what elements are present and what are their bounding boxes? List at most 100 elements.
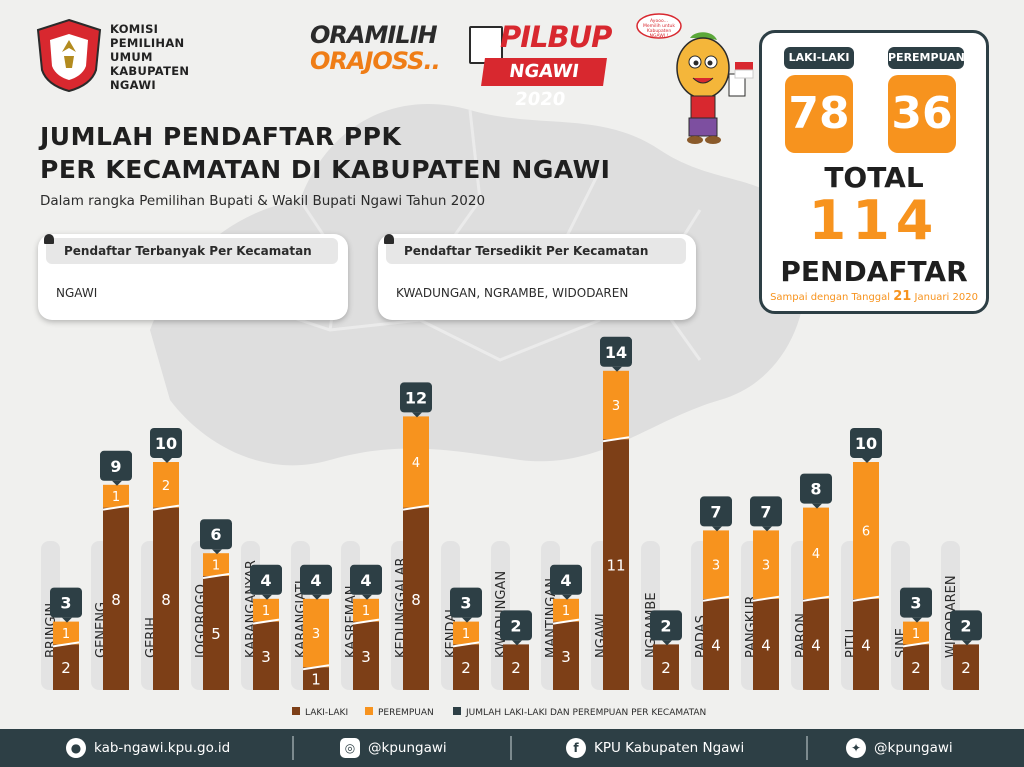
male-value-label: 2 — [661, 659, 671, 677]
footer-website[interactable]: ● kab-ngawi.kpu.go.id — [66, 729, 230, 767]
female-value-label: 3 — [612, 399, 620, 414]
male-value-label: 8 — [111, 591, 121, 609]
twitter-text: @kpungawi — [874, 740, 953, 756]
bell-icon — [384, 234, 394, 244]
male-value-label: 2 — [961, 659, 971, 677]
female-bar-segment — [603, 370, 629, 440]
footer-divider — [292, 736, 294, 760]
title-line2: PER KECAMATAN DI KABUPATEN NGAWI — [40, 155, 611, 184]
female-label: PEREMPUAN — [888, 47, 965, 69]
male-value-label: 2 — [911, 659, 921, 677]
total-badge — [50, 587, 82, 618]
total-value-label: 2 — [660, 616, 671, 635]
total-badge-pointer — [912, 617, 922, 623]
male-bar-segment — [753, 598, 779, 690]
total-badge-pointer — [112, 480, 122, 486]
male-count: 78 — [785, 75, 853, 153]
total-value-label: 7 — [710, 502, 721, 521]
segment-divider — [202, 573, 230, 579]
male-bar-segment — [253, 621, 279, 690]
chart-legend: LAKI-LAKI PEREMPUAN JUMLAH LAKI-LAKI DAN P… — [292, 707, 706, 718]
total-badge — [700, 496, 732, 527]
kpu-line: PEMILIHAN — [110, 36, 185, 50]
segment-divider — [402, 504, 430, 511]
total-badge-pointer — [162, 458, 172, 463]
total-badge-pointer — [612, 366, 622, 372]
female-value-label: 3 — [712, 559, 720, 574]
most-registrants-header: Pendaftar Terbanyak Per Kecamatan — [44, 234, 338, 264]
kpu-name: KOMISI PEMILIHAN UMUM KABUPATEN NGAWI — [110, 22, 189, 92]
total-badge — [200, 519, 232, 550]
female-value-label: 1 — [912, 627, 920, 642]
male-bar-segment — [203, 576, 229, 690]
least-registrants-value: KWADUNGAN, NGRAMBE, WIDODAREN — [396, 286, 629, 300]
male-bar-segment — [153, 507, 179, 690]
male-bar-segment — [403, 507, 429, 690]
segment-divider — [102, 504, 130, 511]
total-badge — [750, 496, 782, 527]
total-badge — [950, 610, 982, 641]
male-value-label: 4 — [761, 636, 771, 654]
female-bar-segment — [153, 462, 179, 508]
female-value-label: 3 — [762, 559, 770, 574]
total-value-label: 10 — [155, 434, 177, 453]
title-line1: JUMLAH PENDAFTAR PPK — [40, 122, 402, 151]
most-registrants-value: NGAWI — [56, 286, 98, 300]
total-badge — [850, 428, 882, 458]
total-value-label: 4 — [310, 571, 321, 590]
total-badge-pointer — [662, 640, 672, 646]
page-title: JUMLAH PENDAFTAR PPK PER KECAMATAN DI KA… — [40, 120, 610, 186]
least-registrants-header: Pendaftar Tersedikit Per Kecamatan — [384, 234, 686, 264]
total-badge — [100, 450, 132, 481]
footer-twitter[interactable]: ✦ @kpungawi — [846, 729, 953, 767]
female-bar-segment — [853, 462, 879, 599]
male-value-label: 3 — [361, 648, 371, 666]
total-value-label: 2 — [510, 616, 521, 635]
bell-icon — [44, 234, 54, 244]
total-badge-pointer — [562, 594, 572, 600]
total-value: 114 — [808, 189, 940, 252]
chart-category-group: PADAS 437 — [691, 496, 732, 690]
total-badge-pointer — [462, 617, 472, 623]
chart-category-group: NGRAMBE22 — [641, 541, 682, 690]
chart-category-group: WIDODAREN22 — [941, 541, 982, 690]
total-value-label: 9 — [110, 457, 121, 476]
slogan-line2: ORAJOSS.. — [310, 47, 441, 75]
footer-facebook[interactable]: f KPU Kabupaten Ngawi — [566, 729, 744, 767]
total-value-label: 8 — [810, 480, 821, 499]
total-badge — [300, 564, 332, 595]
total-badge — [350, 564, 382, 595]
female-bar-segment — [753, 530, 779, 599]
stats-note-prefix: Sampai dengan Tanggal — [770, 292, 891, 303]
total-badge-pointer — [412, 412, 422, 418]
segment-divider — [152, 504, 180, 511]
male-value-label: 2 — [61, 659, 71, 677]
total-badge — [250, 564, 282, 595]
total-value-label: 4 — [560, 571, 571, 590]
total-badge-pointer — [812, 503, 822, 509]
legend-swatch — [453, 707, 461, 715]
footer-instagram[interactable]: ◎ @kpungawi — [340, 729, 447, 767]
total-badge — [500, 610, 532, 641]
segment-divider — [552, 618, 580, 625]
male-bar-segment — [53, 644, 79, 690]
male-bar-segment — [453, 644, 479, 690]
kpu-logo — [36, 18, 102, 92]
segment-divider — [902, 641, 930, 648]
mascot-illustration: Ayooo... Memilih untuk Kabupaten NGAWI ! — [636, 13, 754, 144]
male-bar-segment — [953, 644, 979, 690]
male-bar-segment — [653, 644, 679, 690]
male-value-label: 5 — [211, 625, 221, 643]
male-value-label: 8 — [411, 591, 421, 609]
male-value-label: 4 — [811, 636, 821, 654]
unit-label: PENDAFTAR — [780, 255, 968, 288]
chart-category-group: PARON 448 — [791, 473, 832, 690]
female-bar-segment — [903, 621, 929, 645]
total-value-label: 12 — [405, 388, 427, 407]
mascot-bubble-line: Memilih untuk — [643, 23, 675, 29]
female-value-label: 2 — [162, 479, 170, 494]
segment-divider — [452, 641, 480, 648]
female-value-label: 1 — [62, 627, 70, 642]
